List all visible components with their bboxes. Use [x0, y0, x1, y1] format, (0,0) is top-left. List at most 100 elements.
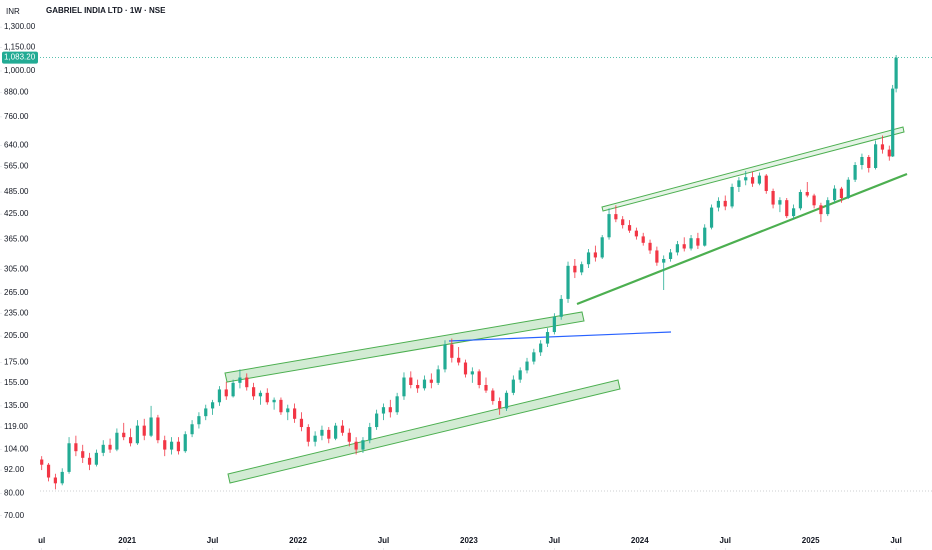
- candle-body: [675, 244, 679, 253]
- candle-body: [826, 200, 830, 215]
- candle-body: [183, 434, 187, 452]
- candle-body: [696, 238, 700, 246]
- candle-body: [163, 440, 167, 450]
- y-tick-label: 235.00: [4, 308, 29, 317]
- candle-body: [757, 175, 762, 184]
- candle-body: [142, 425, 146, 436]
- candle-body: [839, 188, 844, 198]
- candle-body: [880, 144, 885, 150]
- x-tick-label: ul: [38, 536, 45, 545]
- x-tick-label: 2022: [289, 536, 307, 545]
- candle-body: [730, 186, 734, 207]
- y-tick-label: 485.00: [4, 187, 29, 196]
- candle-body: [67, 443, 71, 472]
- candle-body: [115, 432, 119, 450]
- candle-body: [511, 379, 515, 393]
- candle-body: [539, 343, 543, 353]
- candle-body: [525, 361, 529, 371]
- candle-body: [832, 188, 837, 201]
- candle-body: [887, 149, 891, 157]
- candle-body: [498, 401, 502, 409]
- candle-body: [40, 459, 44, 465]
- y-tick-label: 1,300.00: [4, 22, 36, 31]
- candle-body: [894, 57, 898, 89]
- candle-body: [750, 177, 755, 184]
- candle-body: [655, 250, 659, 263]
- candle-body: [122, 432, 126, 438]
- candle-body: [771, 190, 775, 205]
- y-tick-label: 365.00: [4, 235, 29, 244]
- candle-body: [552, 316, 556, 333]
- candle-body: [891, 88, 895, 157]
- candle-body: [682, 244, 686, 249]
- candle-body: [723, 200, 727, 207]
- candle-body: [518, 370, 522, 380]
- candle-body: [641, 236, 645, 243]
- y-tick-label: 135.00: [4, 401, 29, 410]
- candle-body: [491, 390, 495, 402]
- resistance-line: [448, 331, 672, 342]
- candle-body: [135, 425, 140, 444]
- candle-body: [197, 416, 201, 425]
- candle-body: [354, 441, 358, 450]
- candle-body: [368, 427, 372, 441]
- y-tick-label: 155.00: [4, 378, 29, 387]
- candle-body: [375, 413, 379, 428]
- y-tick-label: 175.00: [4, 358, 29, 367]
- candle-body: [320, 429, 324, 436]
- candle-body: [46, 464, 51, 478]
- candle-body: [846, 179, 850, 198]
- candle-body: [580, 264, 584, 273]
- candle-body: [60, 471, 64, 484]
- candle-body: [627, 225, 632, 231]
- candle-body: [224, 389, 228, 397]
- candle-body: [668, 252, 673, 259]
- y-tick-label: 760.00: [4, 112, 29, 121]
- candle-body: [737, 180, 741, 187]
- candle-body: [648, 242, 652, 251]
- candle-body: [450, 344, 454, 358]
- candle-body: [252, 387, 256, 397]
- candle-body: [245, 377, 249, 388]
- candle-body: [258, 392, 263, 397]
- candle-body: [272, 399, 276, 403]
- last-price-box: [2, 51, 38, 64]
- x-tick-label: Jul: [719, 536, 731, 545]
- currency-label: INR: [6, 7, 20, 16]
- candle-body: [600, 237, 604, 258]
- candle-body: [532, 352, 536, 362]
- candle-body: [156, 417, 160, 441]
- candle-body: [238, 377, 242, 383]
- candle-body: [573, 265, 577, 273]
- candle-body: [785, 200, 789, 217]
- candle-body: [634, 230, 638, 237]
- y-tick-label: 70.00: [4, 511, 25, 520]
- candle-body: [504, 392, 509, 409]
- candle-body: [306, 427, 310, 442]
- candle-body: [436, 369, 440, 383]
- candle-body: [559, 298, 563, 317]
- candle-body: [703, 227, 707, 246]
- candle-body: [279, 399, 283, 413]
- candle-body: [101, 444, 105, 453]
- y-tick-label: 1,000.00: [4, 66, 36, 75]
- trend-drawings: [40, 55, 908, 490]
- candle-body: [791, 208, 796, 217]
- candle-body: [149, 417, 153, 436]
- candle-body: [231, 382, 235, 397]
- x-tick-label: Jul: [890, 536, 902, 545]
- y-tick-label: 565.00: [4, 162, 29, 171]
- candle-body: [286, 408, 290, 413]
- candle-body: [340, 425, 345, 433]
- y-tick-label: 104.00: [4, 445, 29, 454]
- candle-body: [545, 332, 550, 344]
- candle-body: [299, 418, 304, 428]
- x-tick-label: Jul: [378, 536, 390, 545]
- candle-body: [477, 371, 481, 386]
- candle-body: [74, 443, 78, 452]
- lower-channel-band: [227, 379, 621, 484]
- candle-body: [819, 205, 823, 215]
- candle-body: [347, 432, 351, 442]
